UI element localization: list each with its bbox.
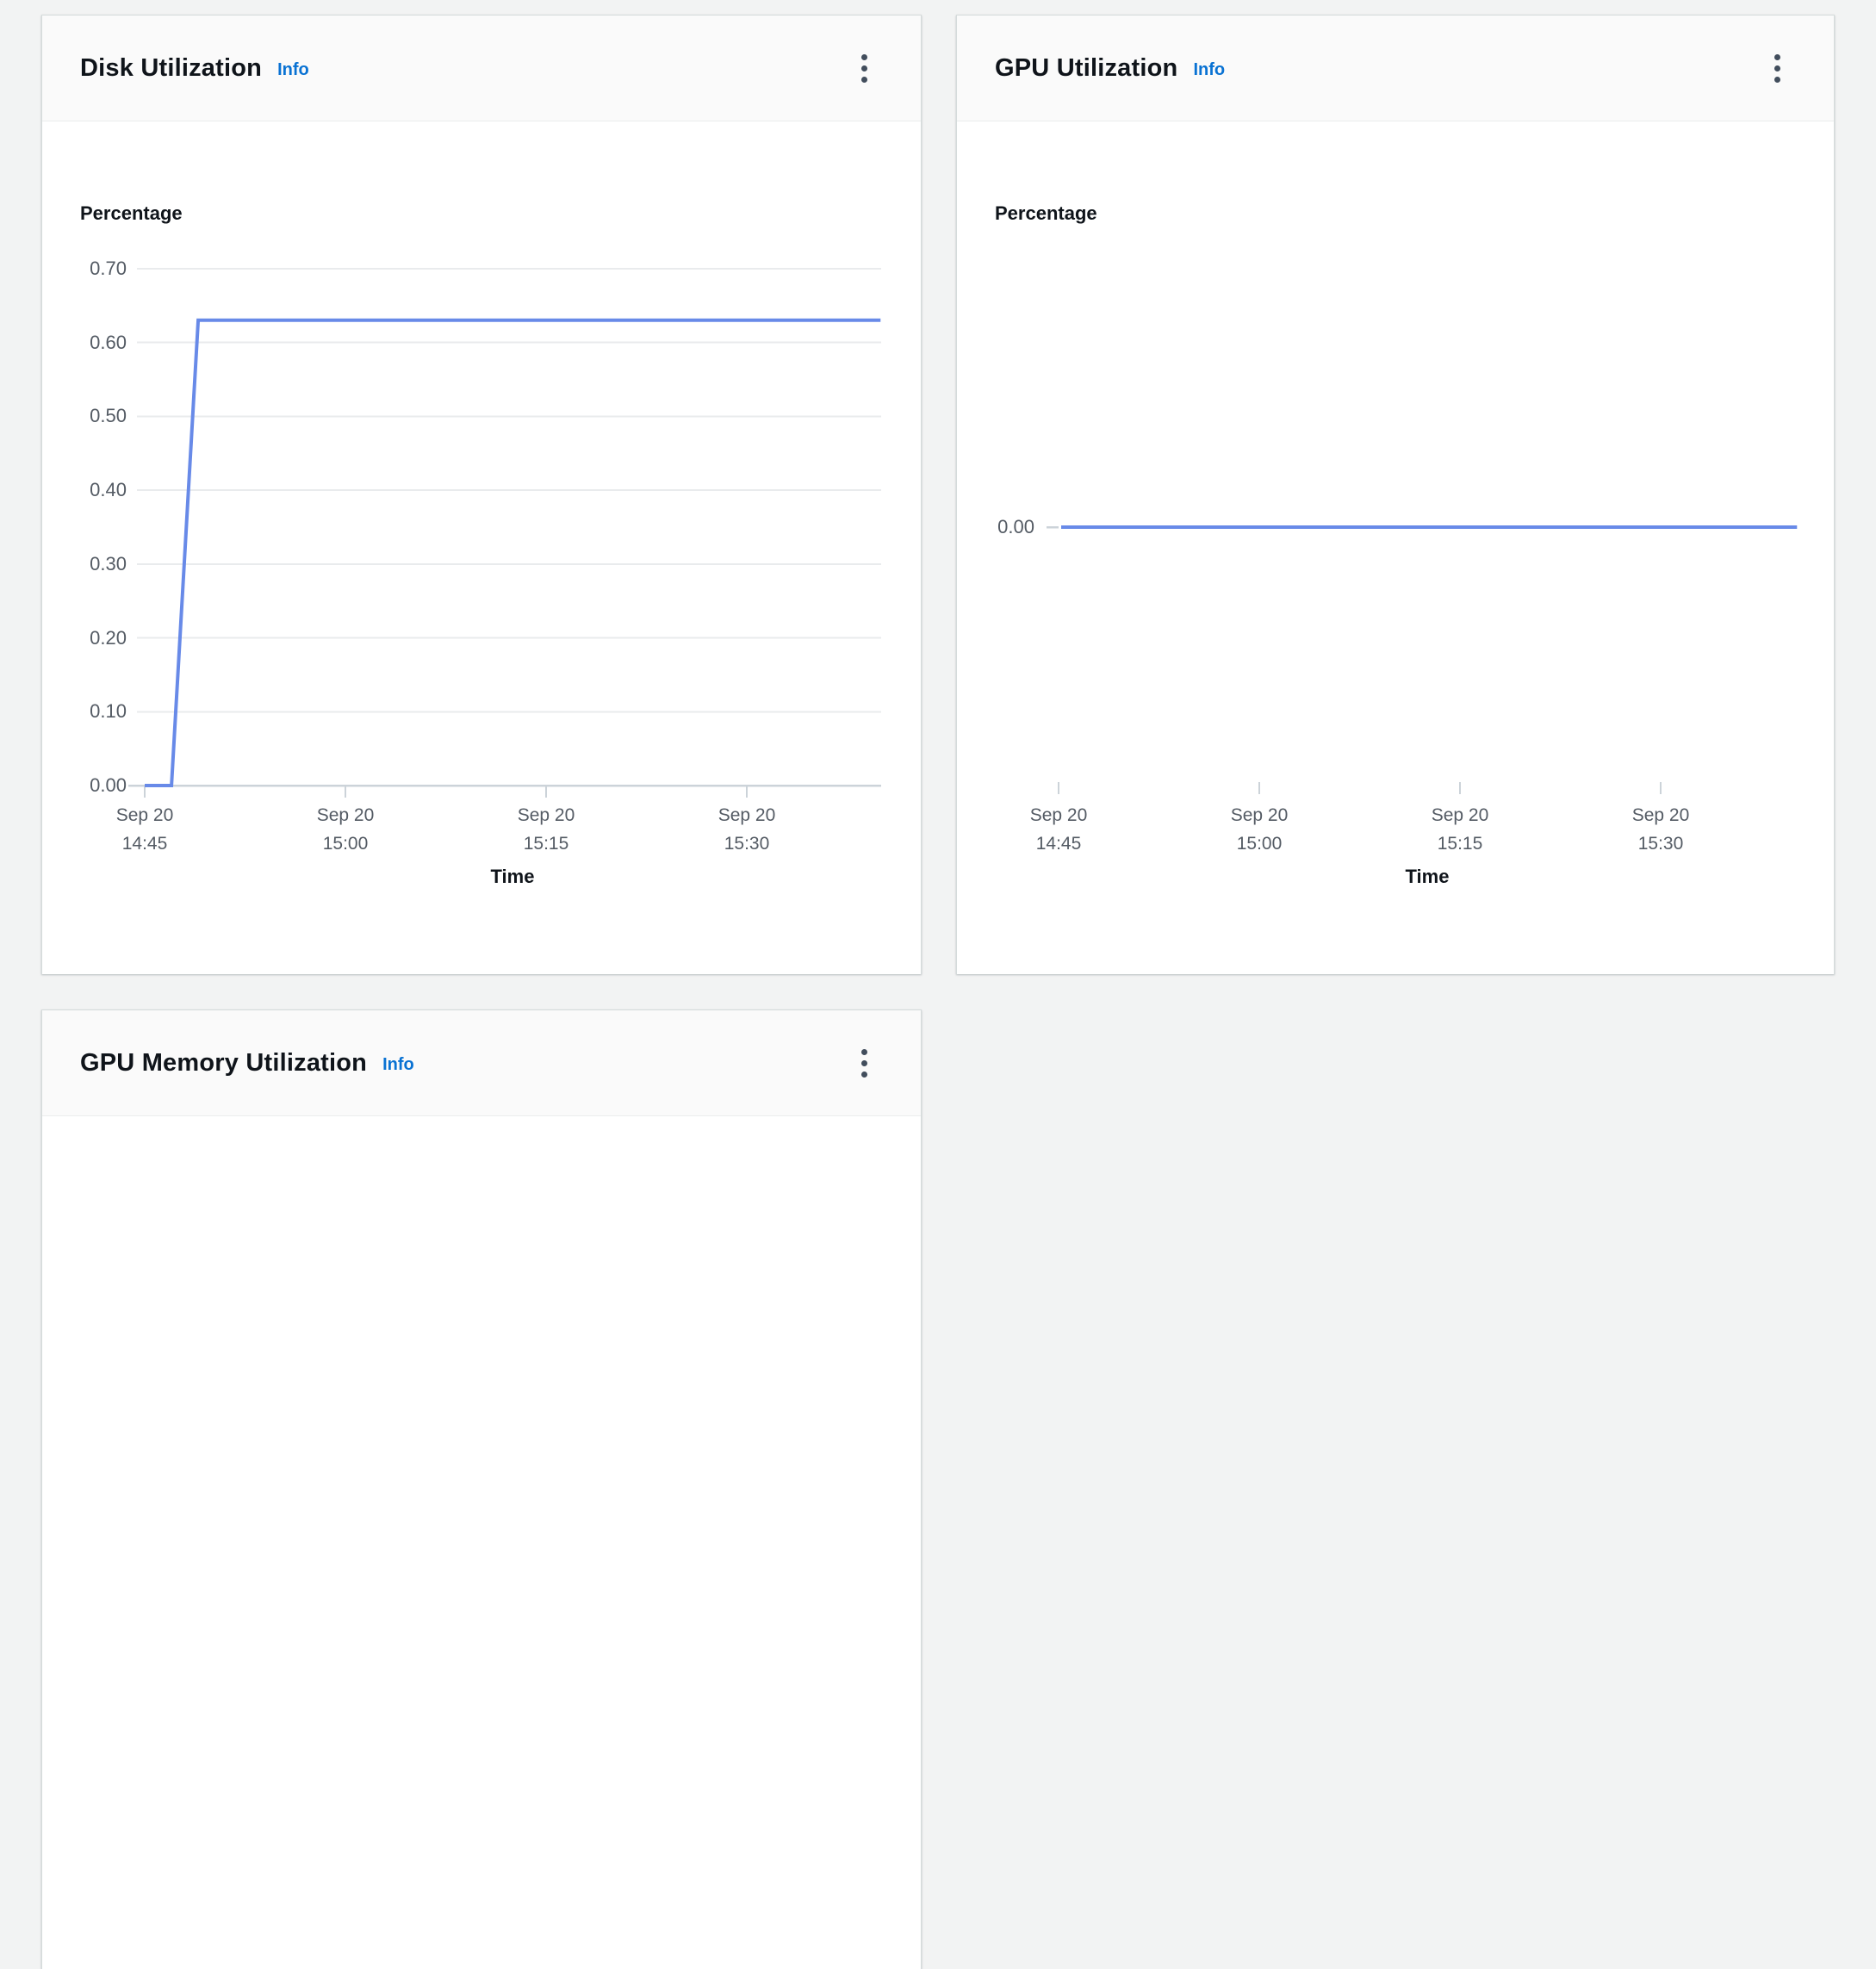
gpu-chart-canvas [1047,525,1798,794]
y-tick-label: 0.70 [90,257,127,279]
panel-header: Disk Utilization Info [42,16,921,121]
y-tick-label: 0.10 [90,700,127,723]
y-tick-label: 0.00 [997,516,1034,537]
kebab-menu-icon [860,1048,867,1078]
x-tick-label: Sep 20 14:45 [1029,805,1088,854]
y-tick-label: 0.20 [90,626,127,649]
x-tick-label: Sep 20 15:00 [1230,805,1289,854]
info-link[interactable]: Info [382,1054,414,1074]
disk-chart-canvas [128,267,881,798]
panel-title: Disk Utilization [80,53,263,82]
y-tick-label: 0.50 [90,405,127,427]
y-axis-title: Percentage [995,202,1097,224]
y-axis-title: Percentage [80,202,183,224]
disk-series-line [145,318,881,787]
x-axis-title: Time [1405,866,1450,887]
y-tick-label: 0.00 [90,774,127,796]
info-link[interactable]: Info [1193,59,1226,79]
x-tick-label: Sep 20 14:45 [115,805,174,854]
gpu-memory-utilization-panel: GPU Memory Utilization Info [41,1009,922,1969]
metrics-dashboard: { "panels": [ { "title": "Disk Utilizati… [41,15,1835,1969]
disk-utilization-panel: Disk Utilization Info Percentage Time 0.… [41,15,922,974]
panel-header: GPU Memory Utilization Info [42,1010,921,1116]
y-tick-label: 0.60 [90,331,127,353]
gpu-chart-body: Percentage Time 0.00 Sep 20 14:45 Sep 20 15:… [957,121,1834,974]
info-link[interactable]: Info [277,59,309,79]
y-tick-label: 0.40 [90,479,127,500]
kebab-menu-button[interactable] [1758,44,1796,92]
panel-title: GPU Memory Utilization [80,1048,368,1077]
x-axis-title: Time [490,866,535,887]
disk-chart-body: Percentage Time 0.00 0.10 0.20 0.30 0.40 0.50… [42,121,921,974]
kebab-menu-icon [860,53,867,83]
gpu-memory-chart-body [42,1116,921,1969]
x-tick-label: Sep 20 15:00 [316,805,375,854]
x-tick-label: Sep 20 15:15 [1431,805,1489,854]
x-tick-label: Sep 20 15:30 [717,805,776,854]
x-tick-label: Sep 20 15:30 [1631,805,1690,854]
panel-title: GPU Utilization [995,53,1178,82]
kebab-menu-button[interactable] [845,1039,883,1087]
kebab-menu-icon [1774,53,1780,83]
y-tick-label: 0.30 [90,552,127,575]
panel-header: GPU Utilization Info [957,16,1834,121]
gpu-utilization-panel: GPU Utilization Info Percentage Time 0.0… [956,15,1835,974]
x-tick-label: Sep 20 15:15 [517,805,575,854]
kebab-menu-button[interactable] [845,44,883,92]
